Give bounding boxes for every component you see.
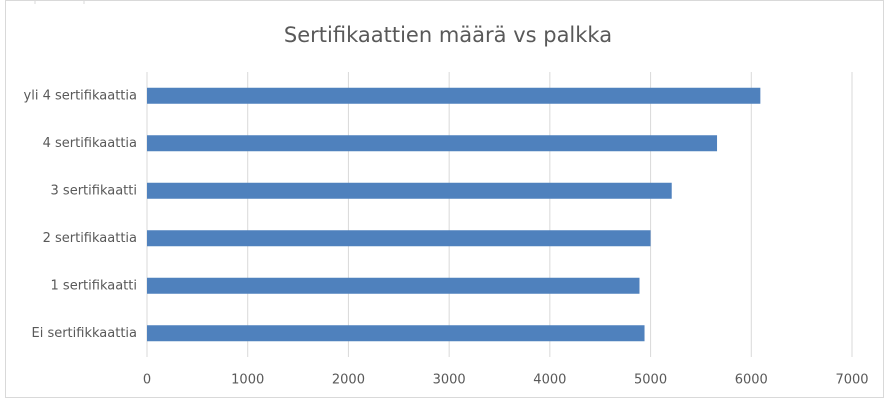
bar [147, 277, 640, 294]
x-tick-label: 1000 [231, 373, 264, 388]
y-tick-label: 1 sertifikaatti [51, 278, 137, 293]
x-tick-label: 6000 [735, 373, 768, 388]
chart-title: Sertifikaattien määrä vs palkka [284, 23, 612, 47]
bar [147, 325, 645, 342]
chart-frame [5, 0, 884, 398]
x-tick-label: 2000 [332, 373, 365, 388]
y-tick-label: 4 sertifikaattia [43, 136, 137, 151]
y-tick-label: 3 sertifikaatti [51, 183, 137, 198]
x-tick-label: 0 [143, 373, 151, 388]
y-tick-label: Ei sertifikkaattia [31, 326, 137, 341]
x-tick-label: 7000 [835, 373, 868, 388]
bar [147, 135, 718, 152]
y-tick-label: yli 4 sertifikaattia [24, 88, 137, 103]
x-tick-label: 4000 [533, 373, 566, 388]
bar [147, 87, 761, 104]
x-tick-label: 5000 [634, 373, 667, 388]
y-tick-label: 2 sertifikaattia [43, 231, 137, 246]
bar [147, 230, 651, 247]
bar [147, 182, 672, 199]
x-tick-label: 3000 [433, 373, 466, 388]
